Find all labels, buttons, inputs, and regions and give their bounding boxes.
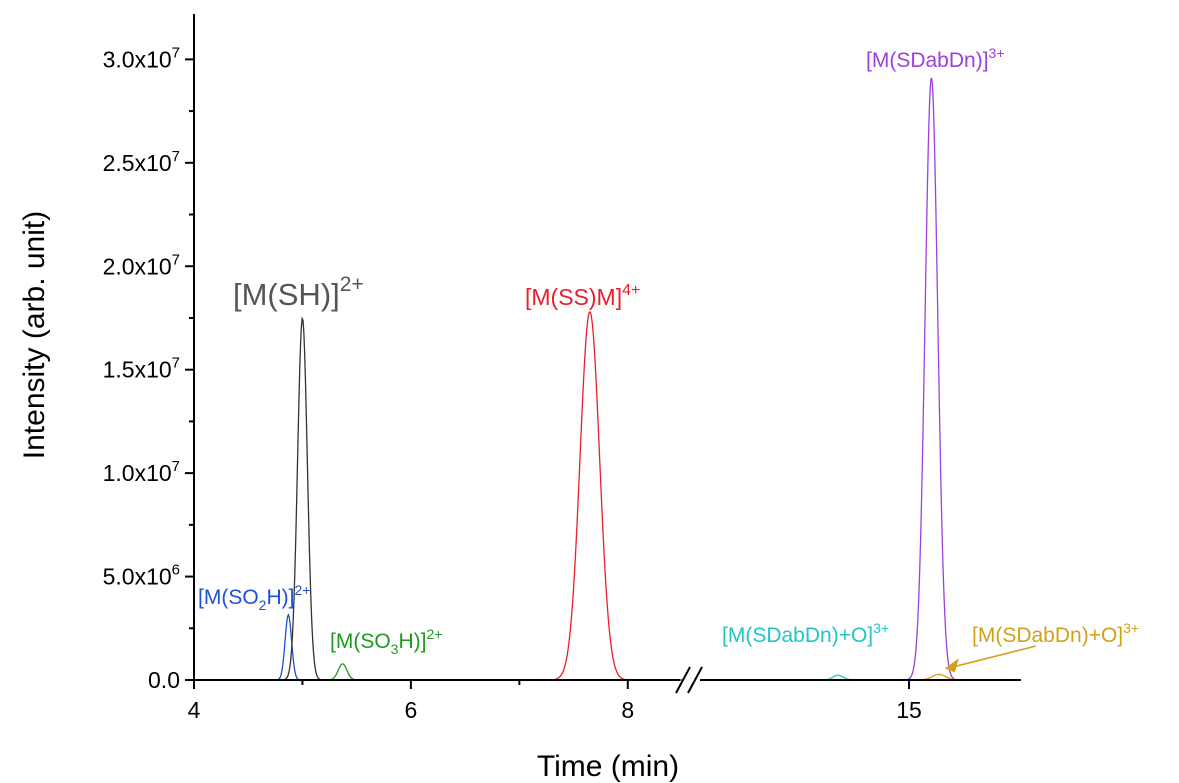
y-tick-label: 3.0x107 (103, 44, 180, 72)
axis-break-mark (687, 666, 703, 694)
y-tick-label: 2.0x107 (103, 251, 180, 279)
y-tick-label: 5.0x106 (103, 562, 180, 590)
peak-label-sdabdn-o-cyan: [M(SDabDn)+O]3+ (722, 620, 889, 647)
axis-break-mark (675, 666, 691, 694)
peak-label-so3h: [M(SO3H)]2+ (330, 626, 442, 657)
y-tick-label: 0.0 (148, 667, 180, 693)
x-tick-label: 8 (621, 697, 634, 723)
x-tick-label: 15 (896, 697, 922, 723)
y-tick-label: 1.5x107 (103, 355, 180, 383)
arrow-line (954, 645, 1037, 668)
y-axis-title: Intensity (arb. unit) (18, 211, 51, 459)
series-layer (194, 77, 1021, 681)
peak-label-sdabdn-o-gold: [M(SDabDn)+O]3+ (972, 620, 1139, 647)
x-tick-label: 6 (404, 697, 417, 723)
series-line-2 (194, 663, 682, 681)
x-tick-label: 4 (188, 697, 201, 723)
peak-label-sdabdn: [M(SDabDn)]3+ (866, 45, 1005, 72)
series-line-3 (194, 310, 682, 681)
arrow-head-icon (944, 658, 959, 673)
peak-label-ssm: [M(SS)M]4+ (525, 282, 640, 310)
y-tick-label: 2.5x107 (103, 148, 180, 176)
peak-label-so2h: [M(SO2H)]2+ (198, 582, 310, 613)
labels-layer: [M(SO2H)]2+ [M(SH)]2+ [M(SO3H)]2+ [M(SS)M]4… (198, 45, 1139, 673)
peak-label-sh: [M(SH)]2+ (233, 273, 364, 312)
x-axis-title: Time (min) (537, 750, 679, 783)
series-line-5 (700, 77, 1021, 681)
axes-layer: 0.0 5.0x106 1.0x107 1.5x107 2.0x107 2.5x107 3.… (103, 14, 1021, 723)
y-tick-label: 1.0x107 (103, 458, 180, 486)
